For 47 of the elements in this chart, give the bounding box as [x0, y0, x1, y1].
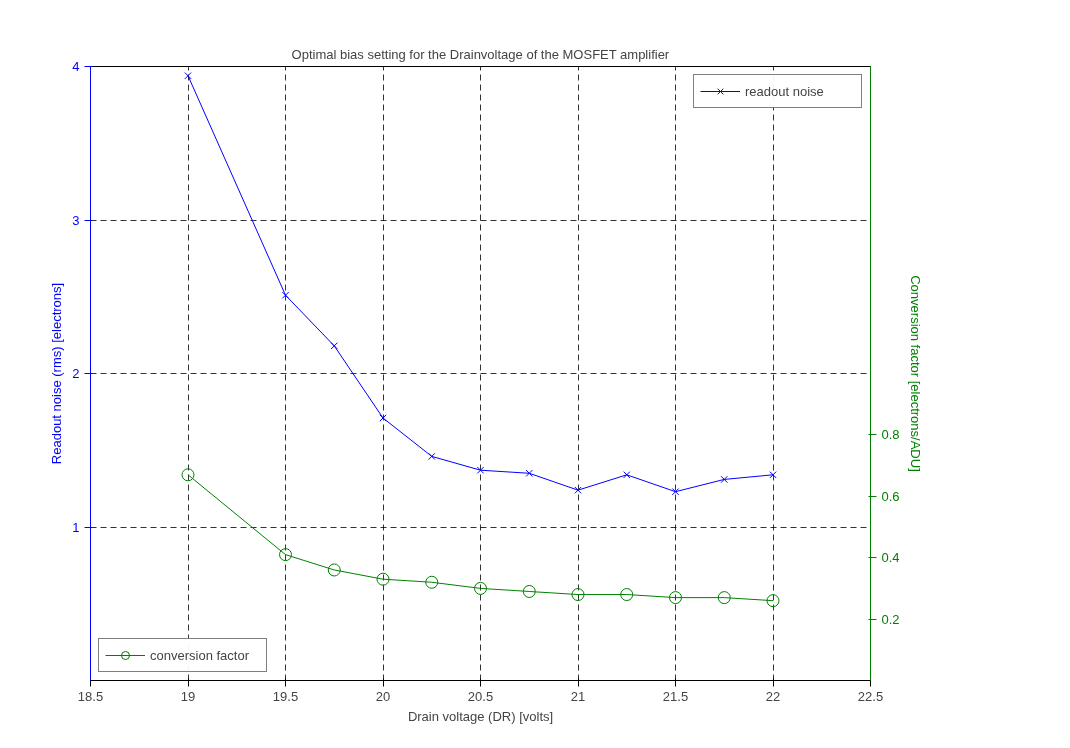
point: [620, 588, 634, 602]
point: [474, 581, 487, 595]
y-tick-label: 4: [72, 59, 80, 74]
point: [623, 471, 631, 479]
x-tick-label: 18.5: [77, 688, 104, 704]
point: [428, 452, 436, 461]
y2-tick-label: 0.2: [881, 611, 900, 627]
point: [376, 572, 390, 586]
chart-title: Optimal bias setting for the Drainvoltage of the MOSFET amplifier: [291, 46, 670, 62]
point: [525, 469, 533, 477]
point: [425, 575, 439, 589]
x-tick-label: 21: [570, 688, 586, 704]
point: [571, 588, 585, 602]
point: [574, 486, 582, 494]
x-tick-label: 19: [180, 688, 196, 704]
y2-axis-title: Conversion factor [electrons/ADU]: [907, 275, 923, 472]
point: [522, 584, 536, 598]
y2-tick-label: 0.6: [881, 488, 900, 504]
y-tick-label: 2: [72, 366, 80, 381]
point: [327, 563, 341, 577]
y-axis-title: Readout noise (rms) [electrons]: [49, 282, 65, 465]
point: [769, 471, 777, 479]
point: [181, 468, 195, 482]
y-tick-label: 3: [72, 212, 80, 228]
point: [720, 475, 728, 484]
point: [476, 466, 485, 474]
x-tick-label: 20.5: [467, 688, 494, 704]
point: [671, 488, 680, 496]
point: [330, 342, 338, 350]
legend-label: conversion factor: [150, 647, 250, 663]
point: [184, 72, 192, 80]
x-tick-label: 22.5: [857, 688, 884, 704]
point: [766, 594, 780, 608]
point: [281, 291, 290, 299]
point: [379, 414, 387, 422]
y2-tick-label: 0.4: [881, 550, 900, 566]
x-axis-title: Drain voltage (DR) [volts]: [407, 708, 554, 724]
x-tick-label: 20: [375, 688, 391, 704]
x-tick-label: 22: [765, 688, 781, 704]
y2-tick-label: 0.8: [881, 427, 900, 443]
x-tick-label: 19.5: [272, 688, 299, 704]
y-tick-label: 1: [72, 519, 80, 535]
point: [717, 591, 731, 605]
x-tick-label: 21.5: [662, 688, 689, 704]
legend-label: readout noise: [745, 83, 825, 99]
point: [669, 591, 682, 605]
point: [279, 548, 292, 562]
